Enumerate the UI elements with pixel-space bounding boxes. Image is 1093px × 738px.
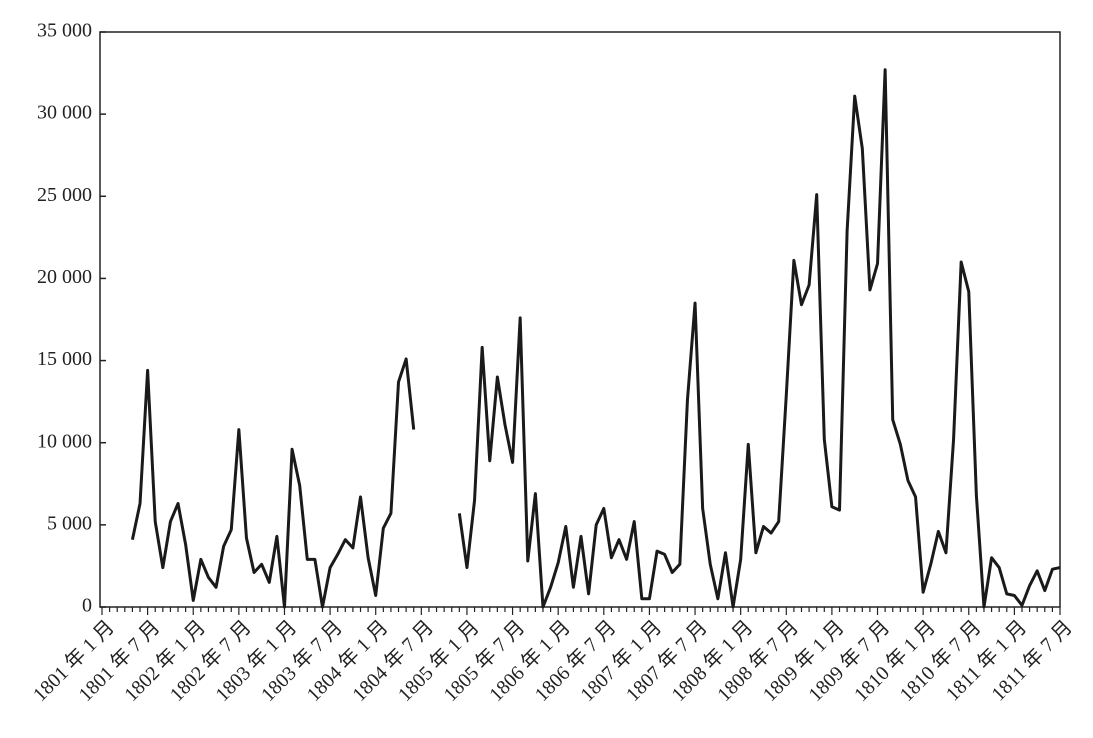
y-tick-label: 20 000: [37, 266, 92, 288]
data-line: [130, 68, 1061, 609]
y-tick-label: 0: [82, 595, 92, 617]
y-tick-label: 25 000: [37, 184, 92, 206]
y-tick-label: 10 000: [37, 430, 92, 452]
plot-frame: [99, 31, 1061, 608]
y-tick-label: 30 000: [37, 102, 92, 124]
y-tick-label: 35 000: [37, 20, 92, 42]
y-tick-label: 5 000: [47, 512, 92, 534]
y-tick-label: 15 000: [37, 348, 92, 370]
